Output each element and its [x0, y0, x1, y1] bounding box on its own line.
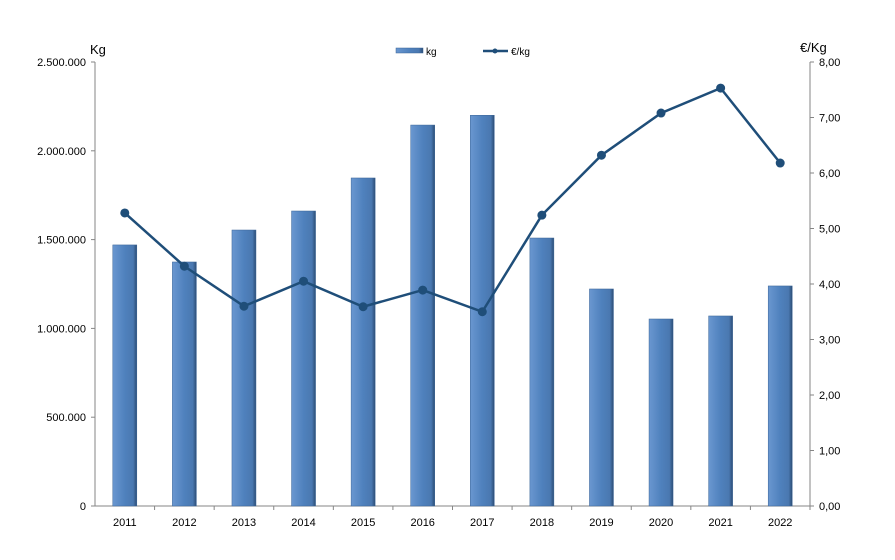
legend-swatch-kg: [395, 47, 424, 54]
y2-tick-label: 3,00: [819, 335, 840, 347]
bar-kg-2014: [291, 210, 316, 507]
y-tick-label: 2.500.000: [37, 57, 86, 69]
point-price-2011: [120, 208, 130, 218]
point-price-2018: [537, 210, 547, 220]
y2-tick-label: 5,00: [819, 224, 840, 236]
y-tick-label: 500.000: [46, 412, 86, 424]
bar-kg-2019: [589, 288, 614, 507]
y2-tick-label: 6,00: [819, 168, 840, 180]
bar-kg-2015: [350, 177, 376, 507]
y-tick-label: 1.500.000: [37, 235, 86, 247]
bar-kg-2012: [172, 261, 197, 507]
bar-kg-2022: [767, 285, 793, 507]
x-tick-label: 2018: [530, 517, 554, 529]
x-tick-label: 2021: [708, 517, 732, 529]
x-tick-label: 2022: [768, 517, 792, 529]
x-tick-label: 2012: [172, 517, 196, 529]
x-tick-label: 2020: [649, 517, 673, 529]
point-price-2013: [239, 301, 249, 311]
y2-tick-label: 1,00: [819, 446, 840, 458]
bar-kg-2021: [708, 315, 733, 507]
bar-kg-2013: [231, 229, 257, 507]
point-price-2016: [418, 285, 428, 295]
point-price-2014: [299, 276, 309, 286]
point-price-2021: [716, 83, 726, 93]
bar-kg-2018: [529, 237, 555, 507]
y2-tick-label: 2,00: [819, 390, 840, 402]
legend-label-price: €/kg: [511, 47, 530, 58]
y2-tick-label: 4,00: [819, 279, 840, 291]
y2-tick-label: 0,00: [819, 501, 840, 513]
legend: kg €/kg: [395, 47, 530, 58]
x-tick-label: 2011: [113, 517, 137, 529]
x-tick-label: 2017: [470, 517, 494, 529]
y2-tick-label: 7,00: [819, 113, 840, 125]
y-tick-label: 1.000.000: [37, 323, 86, 335]
point-price-2012: [179, 261, 189, 271]
x-tick-label: 2014: [291, 517, 315, 529]
point-price-2019: [596, 150, 606, 160]
point-price-2020: [656, 108, 666, 118]
line-price: [123, 86, 782, 314]
point-price-2015: [358, 302, 368, 312]
y-tick-label: 0: [80, 501, 86, 513]
bar-kg-2011: [112, 244, 138, 507]
point-price-2017: [477, 307, 487, 317]
bar-kg-2016: [410, 124, 435, 507]
y-axis-title: Kg: [90, 42, 106, 57]
y2-tick-label: 8,00: [819, 57, 840, 69]
x-tick-label: 2019: [589, 517, 613, 529]
x-tick-label: 2013: [232, 517, 256, 529]
y2-axis-title: €/Kg: [800, 40, 827, 55]
legend-marker-price: [492, 48, 498, 54]
point-price-2022: [775, 158, 785, 168]
x-tick-label: 2015: [351, 517, 375, 529]
bar-kg-2020: [648, 318, 674, 507]
y-tick-label: 2.000.000: [37, 146, 86, 158]
legend-label-kg: kg: [426, 47, 437, 58]
x-tick-label: 2016: [410, 517, 434, 529]
